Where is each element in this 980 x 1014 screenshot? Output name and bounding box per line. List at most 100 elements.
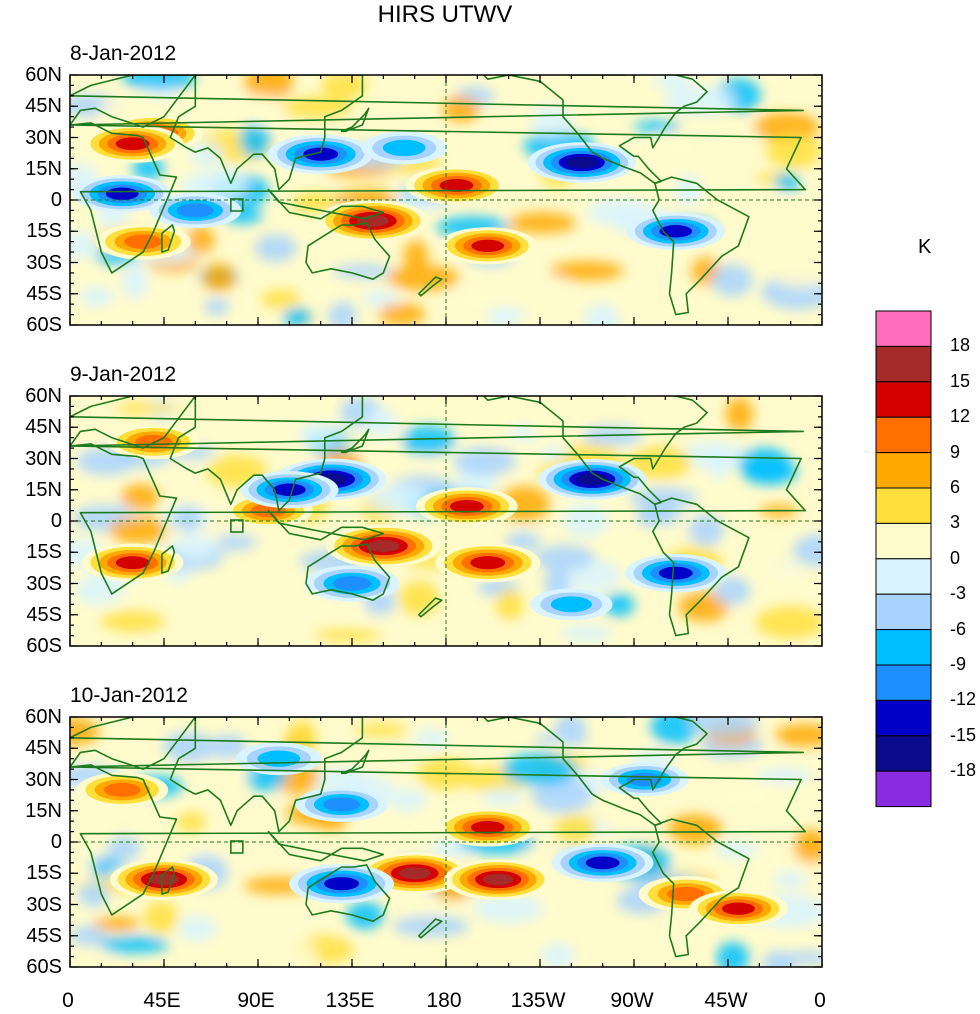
texture-patch: [281, 96, 352, 118]
texture-patch: [542, 942, 575, 967]
lat-label: 45N: [25, 95, 62, 118]
texture-patch: [725, 397, 754, 431]
texture-patch: [355, 723, 408, 737]
texture-patch: [655, 945, 702, 967]
anomaly-band: [272, 483, 306, 496]
texture-patch: [109, 516, 168, 544]
texture-patch: [741, 559, 799, 583]
coastline: [305, 222, 391, 281]
texture-patch: [678, 591, 729, 622]
coastline: [267, 830, 385, 862]
coastline: [70, 764, 807, 916]
lon-label: 90W: [610, 989, 654, 1012]
lat-label: 60N: [25, 64, 62, 86]
lon-label: 180: [426, 989, 462, 1012]
lat-label: 15N: [25, 799, 62, 822]
coastline: [482, 396, 708, 506]
coastline: [651, 176, 750, 316]
texture-patch: [554, 814, 597, 844]
texture-patch: [583, 303, 620, 325]
texture-patch: [400, 425, 456, 456]
texture-patch: [495, 588, 524, 622]
region-box: [230, 840, 244, 854]
texture-patch: [177, 915, 217, 942]
coastline: [305, 543, 391, 602]
anomaly-band: [439, 179, 474, 192]
lat-label: 45N: [25, 416, 62, 439]
texture-patch: [107, 835, 141, 861]
texture-patch: [628, 487, 698, 510]
colorbar-swatch: [875, 345, 932, 383]
anomaly-band: [366, 539, 400, 553]
anomaly-band: [105, 187, 139, 200]
texture-patch: [540, 276, 567, 298]
lat-label: 30S: [26, 251, 62, 274]
texture-patch: [245, 75, 294, 100]
texture-patch: [393, 915, 469, 937]
texture-patch: [79, 286, 114, 307]
anomaly-band: [566, 156, 598, 169]
texture-patch: [94, 396, 119, 423]
texture-patch: [714, 840, 760, 859]
anomaly-blob: [317, 200, 429, 242]
texture-patch: [402, 892, 456, 923]
texture-patch: [713, 576, 751, 605]
anomaly-band: [323, 797, 360, 812]
colorbar-tick-label: -12: [950, 689, 977, 710]
texture-patch: [122, 75, 197, 90]
lat-label: 15S: [26, 220, 62, 243]
anomaly-band: [332, 576, 372, 591]
coastlines: [70, 717, 807, 958]
texture-patch: [755, 606, 822, 639]
texture-patch: [627, 446, 692, 480]
texture-patch: [654, 75, 691, 90]
texture-patch: [252, 946, 286, 960]
texture-patch: [403, 240, 429, 270]
coastlines: [70, 396, 807, 637]
anomaly-band: [658, 566, 693, 580]
lon-label: 135W: [510, 989, 566, 1012]
coastline: [417, 597, 443, 618]
coastline: [161, 545, 176, 574]
coastline: [70, 396, 805, 512]
texture-patch: [563, 502, 609, 538]
anomaly-blob: [624, 553, 727, 593]
texture-patch: [112, 402, 180, 415]
texture-patch: [189, 141, 224, 168]
texture-patch: [577, 929, 645, 945]
texture-patch: [633, 120, 681, 133]
colorbar-tick-label: -3: [950, 583, 967, 604]
lat-label: 45S: [26, 282, 62, 305]
anomaly-band: [124, 234, 163, 249]
lat-label: 60N: [25, 385, 62, 407]
texture-patch: [637, 507, 663, 527]
coastline: [70, 122, 807, 274]
texture-patch: [743, 184, 785, 214]
texture-patch: [120, 93, 184, 122]
texture-patch: [762, 950, 795, 967]
texture-patch: [143, 900, 178, 934]
colorbar-unit: K: [918, 236, 932, 258]
texture-patch: [74, 576, 125, 605]
colorbar-tick-label: -9: [950, 654, 967, 674]
colorbar-swatch: [875, 310, 932, 347]
lat-label: 45S: [26, 924, 62, 947]
lon-label: 90E: [237, 989, 275, 1012]
anomaly-band: [257, 750, 301, 767]
colorbar-tick-label: 9: [950, 441, 961, 462]
axis-ticks: [69, 74, 823, 326]
texture-patch: [254, 234, 297, 262]
texture-patch: [531, 778, 593, 814]
texture-patch: [742, 458, 798, 485]
anomaly-band: [482, 873, 514, 886]
texture-patch: [688, 514, 724, 546]
texture-patch: [387, 264, 460, 291]
anomaly-band: [659, 225, 693, 238]
texture-patch: [201, 263, 236, 292]
coastline: [340, 749, 370, 775]
anomaly-band: [398, 867, 431, 880]
texture-patch: [283, 307, 313, 325]
texture-patch: [204, 298, 230, 316]
anomaly-blob: [295, 787, 388, 822]
colorbar-swatch: [875, 664, 932, 701]
